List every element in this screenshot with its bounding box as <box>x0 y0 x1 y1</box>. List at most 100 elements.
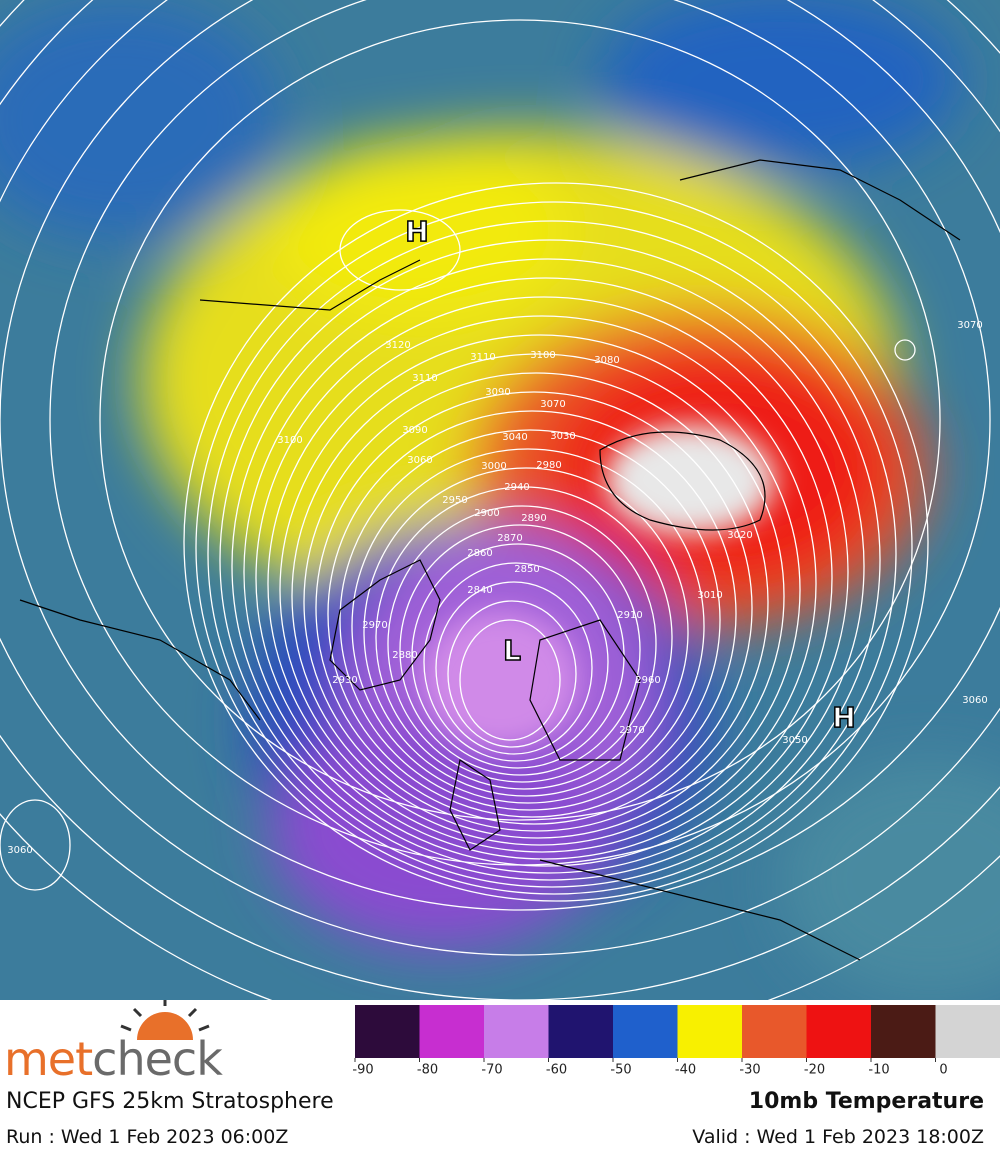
legend-tick-label: -10 <box>868 1063 889 1078</box>
contour-label: 3080 <box>594 355 619 366</box>
legend-bin <box>935 1005 1000 1058</box>
pressure-center: H <box>405 215 428 248</box>
contour-label: 2940 <box>504 482 529 493</box>
contour-line <box>0 0 1000 911</box>
contour-label: 3060 <box>962 695 987 706</box>
coastlines <box>19 159 961 961</box>
model-name: NCEP GFS 25km Stratosphere <box>6 1089 334 1114</box>
contour-label: 3040 <box>502 432 527 443</box>
contour-label: 3100 <box>277 435 302 446</box>
contour-label: 2900 <box>474 508 499 519</box>
contour-line <box>327 410 737 818</box>
legend-tick-label: -70 <box>481 1063 502 1078</box>
logo-met: met <box>4 1032 93 1086</box>
contour-label: 2970 <box>619 725 644 736</box>
contour-label: 3070 <box>540 399 565 410</box>
logo-check: check <box>92 1032 223 1086</box>
contour-label: 3030 <box>550 431 575 442</box>
contour-line <box>339 429 721 811</box>
contour-line <box>0 0 1000 956</box>
legend-bin <box>548 1005 613 1058</box>
contour-label: 2850 <box>514 564 539 575</box>
legend-tick-label: 0 <box>939 1063 947 1078</box>
contour-label: 3010 <box>697 590 722 601</box>
contour-line <box>399 524 641 776</box>
legend-bin <box>419 1005 484 1058</box>
legend-bin <box>677 1005 742 1058</box>
product-name: 10mb Temperature <box>748 1089 984 1114</box>
contour-label: 2880 <box>392 650 417 661</box>
contour-line <box>49 0 991 866</box>
contour-label: 3000 <box>481 461 506 472</box>
legend-tick-label: -60 <box>546 1063 567 1078</box>
contour-label: 2930 <box>332 675 357 686</box>
legend-bin <box>742 1005 807 1058</box>
contour-label: 3110 <box>470 352 495 363</box>
contour-line <box>183 182 929 902</box>
legend-tick-label: -50 <box>610 1063 631 1078</box>
contours <box>0 0 1000 1000</box>
contour-line <box>303 372 769 832</box>
logo-sun <box>120 1000 210 1040</box>
contour-line <box>99 19 941 821</box>
contour-label: 2840 <box>467 585 492 596</box>
contour-line <box>435 581 593 755</box>
contour-label: 2870 <box>497 533 522 544</box>
contour-line <box>894 339 916 361</box>
contour-line <box>231 258 865 874</box>
contour-label: 2980 <box>536 460 561 471</box>
contour-label: 3090 <box>402 425 427 436</box>
contour-line <box>0 799 71 891</box>
contour-label: 3060 <box>7 845 32 856</box>
contour-line <box>279 334 801 846</box>
contour-line <box>387 505 657 783</box>
contour-label: 3090 <box>485 387 510 398</box>
contour-label: 3100 <box>530 350 555 361</box>
contour-line <box>423 562 609 762</box>
pressure-center: H <box>832 701 855 734</box>
legend-tick-label: -30 <box>739 1063 760 1078</box>
contour-line <box>255 296 833 860</box>
legend-bin <box>355 1005 420 1058</box>
legend-tick-label: -80 <box>417 1063 438 1078</box>
contour-line <box>291 353 785 839</box>
legend: -90 -80 -70 -60 -50 -40 -30 -20 -10 0 <box>120 1000 1000 1078</box>
legend-tick-label: -90 <box>352 1063 373 1078</box>
contour-line <box>195 201 913 895</box>
contour-label: 3020 <box>727 530 752 541</box>
contour-label: 2970 <box>362 620 387 631</box>
map: H H L 3120 3110 3110 3100 3090 3080 3070 3090 3060 3… <box>0 0 1000 1000</box>
legend-tick-label: -40 <box>675 1063 696 1078</box>
contour-line <box>339 209 461 291</box>
logo: metcheck <box>4 1032 223 1086</box>
contour-line <box>219 239 881 881</box>
contour-label: 2950 <box>442 495 467 506</box>
legend-bin <box>484 1005 549 1058</box>
run-time: Run : Wed 1 Feb 2023 06:00Z <box>6 1126 289 1148</box>
contour-label: 3110 <box>412 373 437 384</box>
legend-bin <box>806 1005 871 1058</box>
contour-line <box>243 277 849 867</box>
map-labels: H H L 3120 3110 3110 3100 3090 3080 3070 3090 3060 3… <box>7 214 987 856</box>
contour-line <box>351 448 705 804</box>
contour-label: 3120 <box>385 340 410 351</box>
contour-line <box>267 315 817 853</box>
contour-label: 2910 <box>617 610 642 621</box>
contour-line <box>375 486 673 790</box>
contour-line <box>447 600 577 748</box>
pressure-center: L <box>503 634 521 667</box>
contour-line <box>459 619 561 741</box>
legend-bin <box>613 1005 678 1058</box>
valid-time: Valid : Wed 1 Feb 2023 18:00Z <box>692 1126 984 1148</box>
contour-label: 3070 <box>957 320 982 331</box>
contour-label: 2960 <box>635 675 660 686</box>
legend-bin <box>871 1005 936 1058</box>
contour-label: 2860 <box>467 548 492 559</box>
contour-label: 2890 <box>521 513 546 524</box>
contour-label: 3060 <box>407 455 432 466</box>
legend-tick-label: -20 <box>804 1063 825 1078</box>
contour-line <box>363 467 689 797</box>
contour-line <box>207 220 897 888</box>
contour-line <box>315 391 753 825</box>
